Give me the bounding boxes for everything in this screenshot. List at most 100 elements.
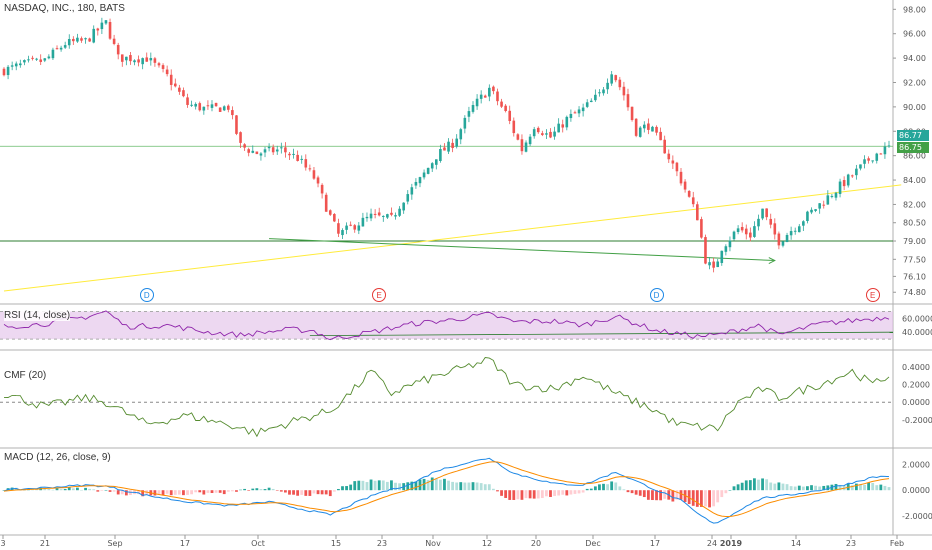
candle-body (871, 160, 874, 162)
candle-body (304, 159, 308, 168)
macd-histogram-bar (210, 490, 214, 494)
earnings-marker[interactable]: E (865, 288, 880, 302)
dividend-marker[interactable]: D (139, 288, 154, 302)
candle-body (72, 38, 75, 42)
macd-histogram-bar (104, 490, 108, 491)
macd-histogram-bar (251, 488, 255, 491)
macd-histogram-bar (634, 490, 638, 495)
macd-histogram-bar (112, 490, 116, 492)
candle-body (855, 168, 858, 176)
candle-body (520, 139, 524, 152)
macd-histogram-bar (222, 490, 226, 495)
candle-body (651, 126, 654, 132)
candle-body (459, 129, 463, 140)
macd-histogram-bar (459, 482, 463, 491)
candle-body (647, 123, 650, 130)
macd-histogram-bar (214, 490, 218, 493)
candle-body (622, 86, 626, 96)
macd-histogram-bar (398, 483, 401, 491)
macd-histogram-bar (736, 484, 740, 491)
candle-body (492, 86, 495, 92)
candle-body (84, 38, 87, 40)
y-tick-label: 92.00 (903, 78, 926, 87)
dividend-marker[interactable]: D (649, 288, 664, 302)
macd-histogram-bar (206, 490, 210, 493)
candle-body (471, 105, 475, 112)
x-tick-label: 14 (791, 539, 801, 548)
candle-body (19, 63, 22, 66)
macd-histogram-bar (284, 490, 287, 493)
macd-histogram-bar (173, 490, 177, 495)
macd-histogram-bar (51, 489, 55, 491)
candle-body (202, 106, 206, 111)
macd-histogram-bar (116, 490, 120, 495)
candle-body (716, 261, 720, 268)
macd-tick-label: 2.0000 (902, 460, 930, 469)
macd-histogram-bar (304, 490, 308, 496)
candle-body (479, 94, 483, 99)
x-tick-label: 3 (0, 539, 5, 548)
candle-body (243, 144, 246, 148)
candle-body (838, 181, 842, 194)
candle-body (116, 44, 120, 55)
candle-body (757, 218, 760, 227)
macd-histogram-bar (296, 490, 300, 496)
rsi-label: RSI (14, close) (4, 310, 71, 321)
x-tick-label: 24 (707, 539, 717, 548)
candle-body (410, 187, 414, 195)
candle-body (867, 158, 870, 161)
macd-histogram-bar (691, 490, 695, 506)
y-tick-label: 84.00 (903, 176, 926, 185)
candle-body (414, 181, 418, 186)
macd-histogram-bar (47, 488, 51, 491)
candle-body (312, 170, 316, 179)
candle-body (589, 100, 593, 103)
candle-body (594, 94, 597, 101)
candle-body (846, 174, 850, 186)
candle-body (210, 104, 214, 108)
candle-body (186, 97, 189, 105)
candle-body (35, 58, 38, 60)
candle-body (365, 216, 369, 219)
candle-body (753, 226, 756, 237)
candle-body (806, 211, 809, 222)
candle-body (27, 59, 30, 61)
candle-body (422, 172, 426, 178)
macd-histogram-bar (504, 490, 508, 498)
candle-body (129, 55, 132, 62)
candle-body (247, 149, 251, 153)
candle-body (475, 98, 479, 107)
macd-histogram-bar (777, 482, 781, 491)
earnings-marker[interactable]: E (372, 288, 387, 302)
macd-histogram-bar (218, 490, 222, 493)
candle-body (227, 105, 230, 110)
macd-histogram-bar (328, 490, 332, 497)
macd-histogram-bar (810, 485, 813, 491)
candle-body (573, 112, 577, 114)
candle-body (430, 163, 434, 169)
candle-body (696, 204, 699, 221)
y-tick-label: 80.50 (903, 219, 926, 228)
macd-histogram-bar (255, 488, 259, 491)
macd-histogram-bar (630, 490, 634, 494)
candle-body (76, 37, 79, 42)
candle-body (10, 65, 14, 67)
macd-histogram-bar (312, 490, 316, 494)
candle-body (569, 113, 573, 119)
y-tick-label: 79.00 (903, 237, 926, 246)
macd-histogram-bar (748, 480, 752, 491)
macd-histogram-bar (320, 490, 324, 495)
candle-body (218, 107, 222, 112)
candle-body (744, 228, 748, 235)
macd-histogram-bar (92, 489, 96, 491)
candle-body (169, 74, 173, 85)
macd-histogram-bar (475, 482, 479, 491)
macd-histogram-bar (316, 490, 320, 495)
candle-body (337, 223, 340, 234)
macd-histogram-bar (781, 483, 785, 491)
macd-histogram-bar (202, 490, 206, 495)
candle-body (271, 147, 275, 153)
candle-body (463, 117, 467, 129)
x-tick-label: 23 (846, 539, 856, 548)
macd-histogram-bar (161, 490, 165, 496)
